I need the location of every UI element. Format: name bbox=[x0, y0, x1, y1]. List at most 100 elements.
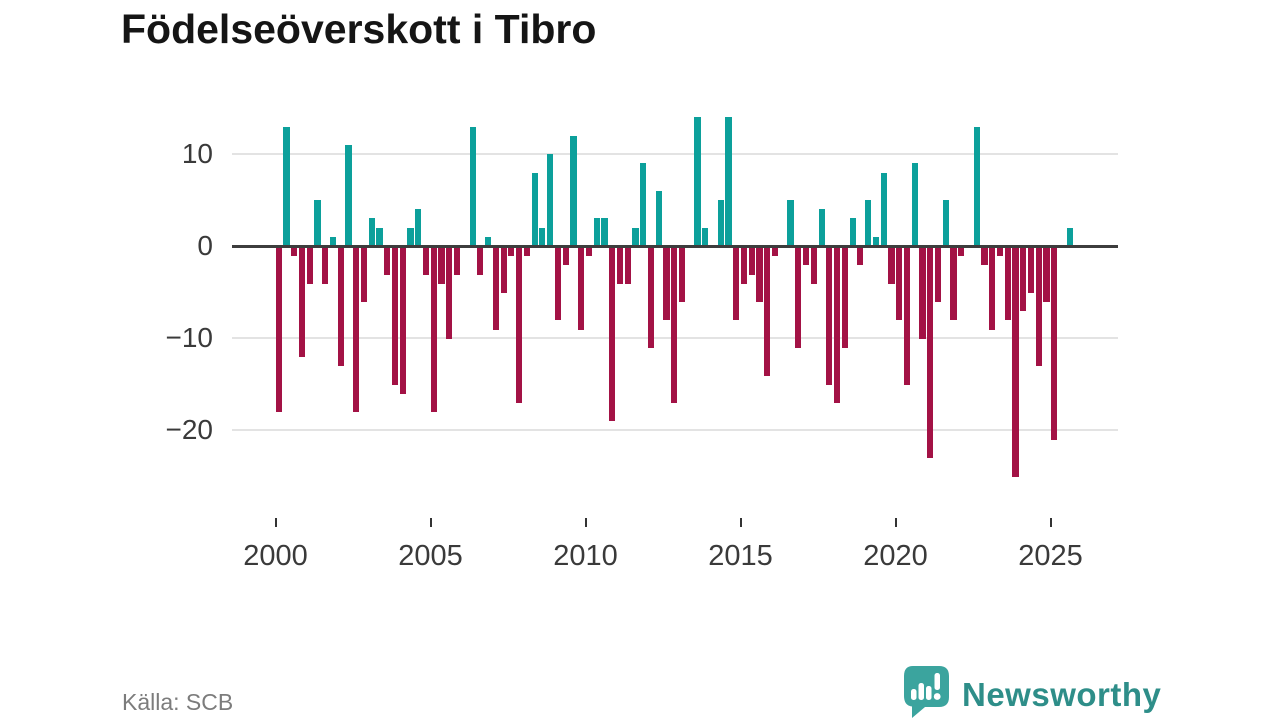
x-axis-tickmark bbox=[894, 518, 897, 527]
bar bbox=[345, 145, 352, 246]
bar bbox=[834, 247, 841, 404]
bar bbox=[818, 209, 825, 246]
bar bbox=[958, 247, 965, 257]
bar bbox=[368, 218, 375, 246]
bar bbox=[322, 247, 329, 284]
x-axis-label: 2020 bbox=[863, 540, 928, 572]
bar bbox=[989, 247, 996, 330]
bar bbox=[578, 247, 585, 330]
gridline-y10 bbox=[232, 153, 1118, 156]
newsworthy-logo-text: Newsworthy bbox=[962, 675, 1162, 713]
bar bbox=[624, 247, 631, 284]
bar bbox=[399, 247, 406, 394]
bar bbox=[849, 218, 856, 246]
bar bbox=[616, 247, 624, 284]
bar bbox=[485, 236, 492, 246]
bar bbox=[585, 247, 593, 257]
bar bbox=[1027, 247, 1035, 293]
x-axis-tickmark bbox=[1049, 518, 1052, 527]
bar bbox=[671, 247, 678, 404]
gridline-y-20 bbox=[232, 428, 1118, 431]
bar bbox=[562, 247, 569, 266]
bar bbox=[531, 172, 538, 246]
x-axis-tickmark bbox=[274, 518, 277, 527]
bar bbox=[756, 247, 763, 303]
bar bbox=[593, 218, 600, 246]
zero-axis-line bbox=[232, 245, 1118, 248]
bar bbox=[647, 247, 655, 348]
y-axis-label: −10 bbox=[165, 321, 214, 353]
bar bbox=[1043, 247, 1050, 303]
bar bbox=[678, 247, 686, 303]
bar bbox=[764, 247, 771, 376]
bar bbox=[950, 247, 957, 321]
x-axis-tickmark bbox=[739, 518, 742, 527]
bar bbox=[1066, 227, 1073, 246]
bar bbox=[996, 247, 1004, 257]
bar bbox=[942, 200, 949, 246]
bar bbox=[702, 227, 709, 246]
bar bbox=[601, 218, 608, 246]
bar bbox=[492, 247, 499, 330]
bar bbox=[632, 227, 639, 246]
bar bbox=[500, 247, 507, 293]
bar bbox=[841, 247, 848, 348]
x-axis-label: 2025 bbox=[1018, 540, 1083, 572]
bar bbox=[609, 247, 616, 422]
newsworthy-logo[interactable]: Newsworthy bbox=[902, 665, 1161, 720]
bar bbox=[353, 247, 360, 413]
bar bbox=[803, 247, 810, 266]
bar bbox=[771, 247, 779, 257]
bar bbox=[927, 247, 934, 459]
bar bbox=[415, 209, 422, 246]
bar bbox=[934, 247, 942, 303]
bar bbox=[903, 247, 911, 385]
bar bbox=[446, 247, 453, 339]
bar bbox=[981, 247, 988, 266]
bar bbox=[1012, 247, 1019, 477]
bar bbox=[554, 247, 561, 321]
bar bbox=[826, 247, 833, 385]
x-axis-label: 2015 bbox=[708, 540, 773, 572]
y-axis-label: 0 bbox=[197, 230, 213, 261]
bar bbox=[523, 247, 530, 257]
bar bbox=[810, 247, 817, 284]
bar bbox=[422, 247, 430, 275]
bar bbox=[539, 227, 546, 246]
bar bbox=[477, 247, 484, 275]
speech-bubble-barchart-icon bbox=[902, 665, 951, 720]
bar bbox=[384, 247, 391, 275]
bar bbox=[733, 247, 740, 321]
bar bbox=[888, 247, 895, 284]
bar bbox=[291, 247, 298, 257]
source-note: Källa: SCB bbox=[122, 689, 234, 715]
x-axis-tickmark bbox=[429, 518, 432, 527]
bar bbox=[407, 227, 414, 246]
bar bbox=[283, 126, 290, 246]
bar bbox=[306, 247, 313, 284]
bar bbox=[640, 163, 647, 246]
bar bbox=[508, 247, 515, 257]
bar bbox=[740, 247, 748, 284]
bar bbox=[360, 247, 368, 303]
bar bbox=[919, 247, 926, 339]
bar bbox=[896, 247, 903, 321]
bar bbox=[865, 200, 872, 246]
x-axis-label: 2010 bbox=[553, 540, 618, 572]
chart-title: Födelseöverskott i Tibro bbox=[121, 6, 597, 52]
bar bbox=[547, 154, 554, 246]
bar bbox=[430, 247, 437, 413]
bar bbox=[376, 227, 383, 246]
bar bbox=[717, 200, 724, 246]
bar bbox=[694, 117, 701, 246]
bar bbox=[911, 163, 918, 246]
bar bbox=[655, 190, 662, 246]
bar bbox=[298, 247, 306, 358]
bar bbox=[1020, 247, 1027, 312]
bar bbox=[880, 172, 887, 246]
x-axis-tickmark bbox=[584, 518, 587, 527]
bar bbox=[663, 247, 670, 321]
bar bbox=[973, 126, 980, 246]
bar bbox=[438, 247, 445, 284]
